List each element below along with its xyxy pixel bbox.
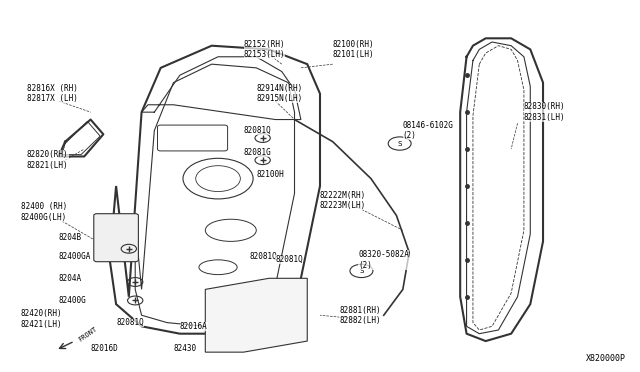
Text: 82100(RH)
82101(LH): 82100(RH) 82101(LH) [333, 40, 374, 59]
Text: 08146-6102G
(2): 08146-6102G (2) [403, 121, 454, 140]
Text: 82016A: 82016A [180, 322, 207, 331]
Text: 82816X (RH)
82817X (LH): 82816X (RH) 82817X (LH) [27, 84, 77, 103]
Text: 82100H: 82100H [256, 170, 284, 179]
Text: 82081Q: 82081Q [250, 251, 278, 261]
Text: 82152(RH)
82153(LH): 82152(RH) 82153(LH) [244, 40, 285, 59]
FancyBboxPatch shape [94, 214, 138, 262]
Text: 82400 (RH)
82400G(LH): 82400 (RH) 82400G(LH) [20, 202, 67, 222]
Text: 82430: 82430 [173, 344, 196, 353]
Text: 08320-5082A
(2): 08320-5082A (2) [358, 250, 409, 270]
Text: 8204B: 8204B [59, 233, 82, 242]
Text: 82016D: 82016D [91, 344, 118, 353]
Circle shape [350, 264, 373, 278]
Text: 82400GA: 82400GA [59, 251, 91, 261]
Text: S: S [359, 268, 364, 274]
Text: 82081Q: 82081Q [275, 255, 303, 264]
Text: 82820(RH)
82821(LH): 82820(RH) 82821(LH) [27, 150, 68, 170]
Text: 8204A: 8204A [59, 274, 82, 283]
Text: 82881(RH)
82882(LH): 82881(RH) 82882(LH) [339, 305, 381, 325]
Text: 82420(RH)
82421(LH): 82420(RH) 82421(LH) [20, 309, 62, 328]
Text: 82400G: 82400G [59, 296, 86, 305]
Text: 82081Q: 82081Q [116, 318, 144, 327]
Text: 82081G: 82081G [244, 148, 271, 157]
Text: S: S [397, 141, 402, 147]
Text: 82081Q: 82081Q [244, 126, 271, 135]
Text: 82222M(RH)
82223M(LH): 82222M(RH) 82223M(LH) [320, 191, 366, 211]
Polygon shape [205, 278, 307, 352]
Text: 82830(RH)
82831(LH): 82830(RH) 82831(LH) [524, 102, 566, 122]
Text: FRONT: FRONT [78, 326, 99, 343]
Text: 82914N(RH)
82915N(LH): 82914N(RH) 82915N(LH) [256, 84, 303, 103]
Circle shape [388, 137, 411, 150]
Text: X820000P: X820000P [586, 354, 626, 363]
